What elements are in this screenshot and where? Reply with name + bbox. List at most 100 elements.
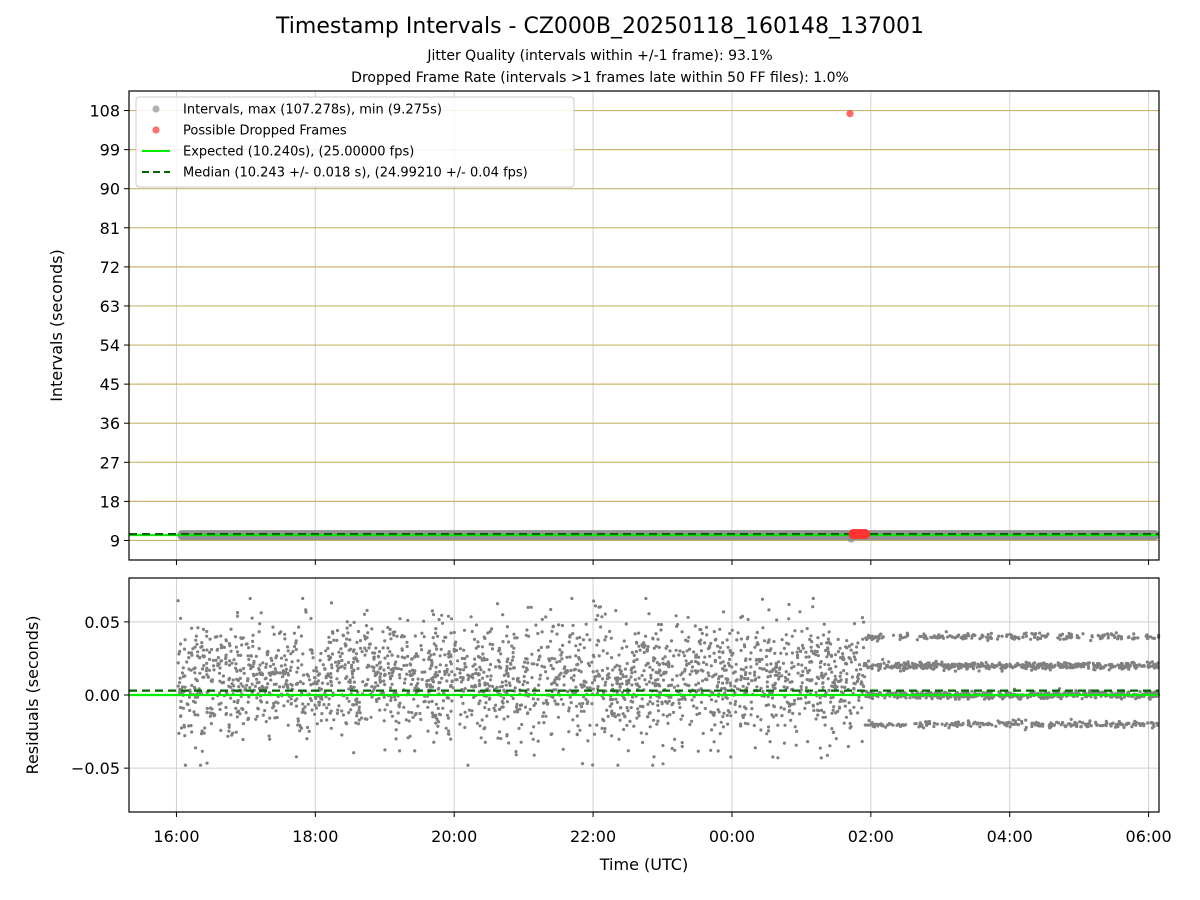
residual-point <box>759 718 763 722</box>
residual-point <box>1110 691 1114 695</box>
residual-point <box>257 680 261 685</box>
residual-point <box>584 697 588 701</box>
residual-point <box>355 711 359 715</box>
residual-point <box>372 669 376 673</box>
residual-point <box>569 676 574 680</box>
residual-point <box>505 666 509 670</box>
residual-point <box>981 691 986 695</box>
residual-point <box>231 678 235 682</box>
residual-point <box>670 678 675 682</box>
residual-point <box>405 663 409 667</box>
residual-point <box>952 722 956 726</box>
residual-point <box>414 652 418 656</box>
residual-point <box>570 596 574 601</box>
residual-point <box>793 629 797 633</box>
residual-point <box>1104 719 1108 724</box>
residual-point <box>254 654 258 659</box>
residual-point <box>286 699 290 703</box>
residual-point <box>575 732 579 736</box>
residual-point <box>652 646 656 650</box>
residual-point <box>801 646 806 651</box>
residual-point <box>406 691 410 695</box>
residual-point <box>717 650 721 654</box>
residual-point <box>753 746 757 750</box>
residual-point <box>294 704 299 708</box>
residual-point <box>571 718 575 722</box>
residual-point <box>410 711 414 715</box>
residual-point <box>271 706 275 710</box>
residual-point <box>480 718 484 722</box>
residual-point <box>960 663 964 667</box>
residual-point <box>255 714 259 719</box>
residual-point <box>1053 664 1057 668</box>
residual-point <box>754 636 758 640</box>
residual-point <box>838 646 842 650</box>
residual-point <box>648 700 652 704</box>
residual-point <box>1152 666 1157 670</box>
residual-point <box>721 697 725 701</box>
residual-point <box>796 697 800 701</box>
residual-point <box>637 631 641 635</box>
residual-point <box>283 637 287 641</box>
residual-point <box>396 667 400 671</box>
residual-point <box>1008 695 1012 699</box>
residual-point <box>408 662 412 666</box>
residual-point <box>904 663 909 667</box>
residual-point <box>352 751 356 755</box>
residual-point <box>726 645 730 649</box>
residual-point <box>717 680 721 684</box>
residual-point <box>804 686 808 690</box>
residual-point <box>188 688 192 692</box>
residual-point <box>178 690 182 695</box>
residual-point <box>372 657 376 661</box>
residual-point <box>208 650 212 655</box>
residual-point <box>310 651 314 655</box>
residual-point <box>757 657 761 661</box>
residual-point <box>538 673 543 677</box>
residual-point <box>811 605 815 609</box>
residual-point <box>502 688 506 692</box>
residual-point <box>235 614 240 618</box>
residual-point <box>879 632 883 636</box>
residual-point <box>869 635 873 640</box>
residual-point <box>694 653 699 657</box>
residual-point <box>495 685 499 690</box>
residuals-plot <box>129 596 1161 767</box>
residual-point <box>370 627 374 631</box>
residual-point <box>1008 725 1012 729</box>
residual-point <box>429 653 433 657</box>
residual-point <box>199 645 203 649</box>
residual-point <box>349 684 353 689</box>
residual-point <box>709 641 713 646</box>
residual-point <box>497 730 502 734</box>
residual-point <box>710 728 714 732</box>
residual-point <box>420 648 424 652</box>
residual-point <box>623 697 627 702</box>
residual-point <box>1148 697 1152 701</box>
residual-point <box>867 719 871 723</box>
residual-point <box>346 631 350 635</box>
residual-point <box>566 690 570 694</box>
residual-point <box>655 722 659 726</box>
residual-point <box>922 726 926 730</box>
residual-point <box>827 688 831 693</box>
residual-point <box>643 678 647 682</box>
residual-point <box>179 699 183 704</box>
residual-point <box>362 612 367 616</box>
residual-point <box>648 665 652 669</box>
residual-point <box>216 662 220 666</box>
residual-point <box>740 614 745 619</box>
residual-point <box>533 687 537 691</box>
residual-point <box>375 663 379 667</box>
residual-point <box>761 626 765 630</box>
residual-point <box>336 708 340 712</box>
residual-point <box>857 698 861 703</box>
residual-point <box>686 615 690 620</box>
residual-point <box>481 652 485 656</box>
residual-point <box>474 668 478 672</box>
residual-point <box>467 674 471 678</box>
residual-point <box>696 669 700 673</box>
residual-point <box>641 740 645 745</box>
residual-point <box>933 635 937 639</box>
residual-point <box>434 627 438 631</box>
